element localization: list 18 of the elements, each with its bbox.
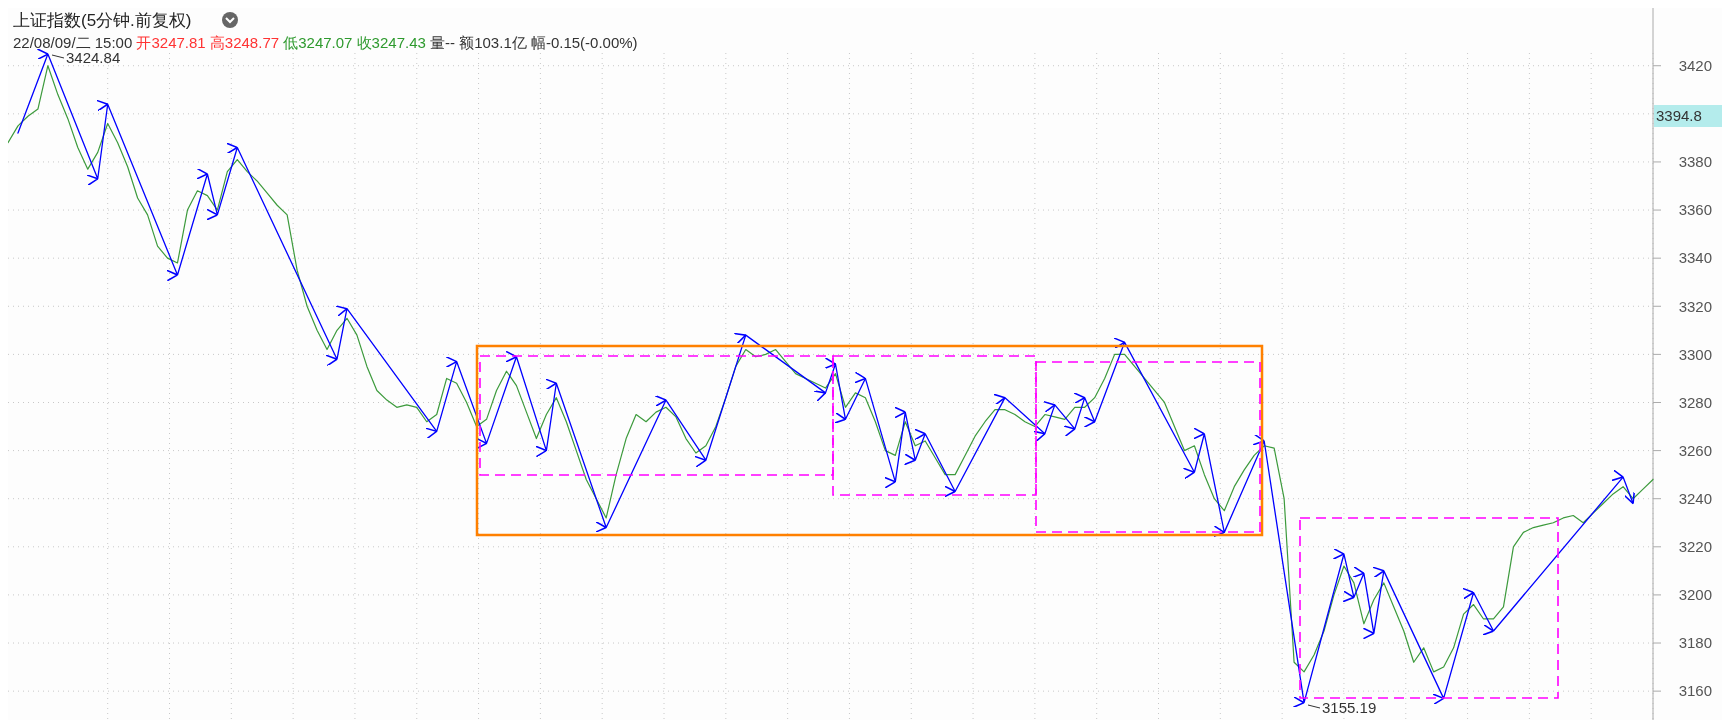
y-tick-label: 3280: [1678, 393, 1712, 411]
y-tick-label: 3240: [1678, 489, 1712, 507]
chart-title: 上证指数(5分钟.前复权): [13, 11, 192, 30]
y-tick-label: 3420: [1678, 56, 1712, 74]
y-tick-label: 3200: [1678, 586, 1712, 604]
y-tick-label: 3320: [1678, 297, 1712, 315]
y-tick-label: 3180: [1678, 634, 1712, 652]
y-tick-label: 3360: [1678, 201, 1712, 219]
annotation: 3155.19: [1322, 699, 1377, 717]
text: 3394.8: [1656, 107, 1702, 125]
annotation: 3424.84: [66, 49, 121, 67]
y-tick-label: 3300: [1678, 345, 1712, 363]
y-tick-label: 3380: [1678, 153, 1712, 171]
y-tick-label: 3160: [1678, 682, 1712, 700]
y-tick-label: 3220: [1678, 538, 1712, 556]
y-tick-label: 3260: [1678, 441, 1712, 459]
text: 22/08/09/二 15:00 开3247.81 高3248.77 低3247.07 收3247.43 量-- 额103.1亿 幅-0.15(-0.00%): [13, 34, 638, 51]
y-tick-label: 3340: [1678, 249, 1712, 267]
